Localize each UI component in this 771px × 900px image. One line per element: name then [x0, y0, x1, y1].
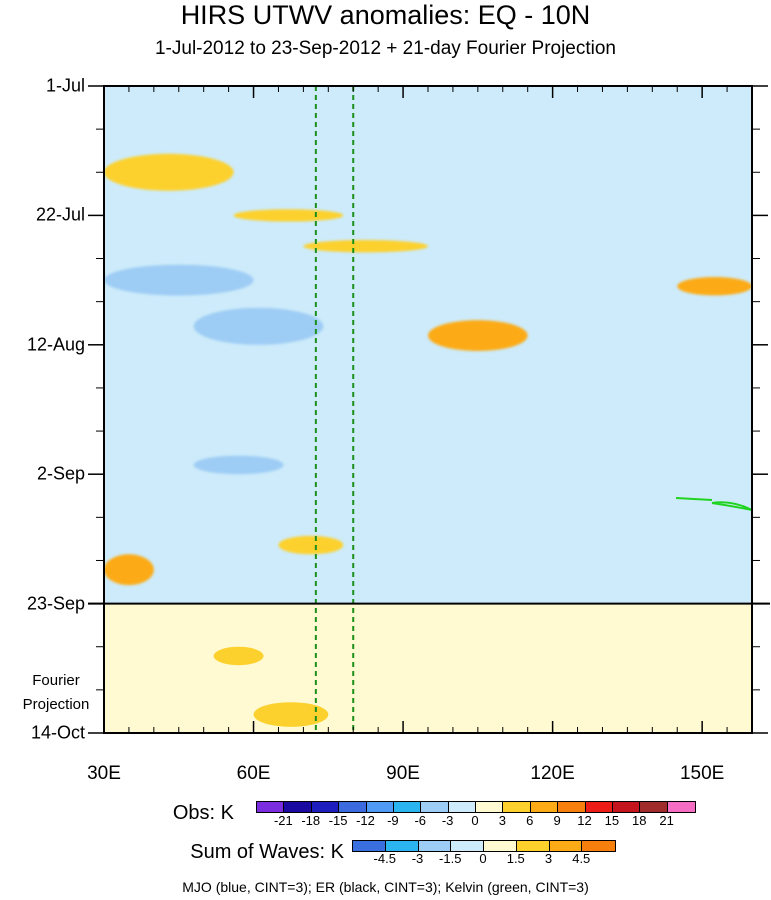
colorbar-tick-label: 0 — [479, 851, 487, 866]
projection-region — [104, 603, 752, 733]
colorbar-swatch — [339, 802, 367, 812]
chart-subtitle: 1-Jul-2012 to 23-Sep-2012 + 21-day Fouri… — [154, 38, 617, 59]
colorbar-tick-label: 12 — [577, 813, 592, 828]
colorbar-tick-label: -3 — [441, 813, 454, 828]
y-tick-label: 12-Aug — [26, 334, 85, 355]
colorbar-tick-label: -1.5 — [439, 851, 462, 866]
positive-anomaly — [104, 554, 154, 586]
projection-anomaly — [253, 702, 329, 727]
colorbar-swatch — [503, 802, 531, 812]
obs-legend-label: Obs: K — [172, 802, 234, 824]
y-tick-label: 23-Sep — [26, 593, 85, 614]
colorbar-swatch — [558, 802, 586, 812]
y-tick-label: 2-Sep — [36, 463, 85, 484]
positive-anomaly — [233, 209, 344, 222]
obs-colorbar — [256, 801, 696, 813]
colorbar-tick-label: -9 — [387, 813, 399, 828]
negative-anomaly — [193, 307, 324, 345]
colorbar-tick-label: 1.5 — [506, 851, 525, 866]
colorbar-swatch — [311, 802, 340, 812]
fourier-projection-label: Fourier Projection — [22, 672, 90, 713]
colorbar-tick-label: -4.5 — [373, 851, 396, 866]
kelvin-contour — [675, 497, 713, 501]
positive-anomaly — [278, 535, 344, 555]
positive-anomaly — [104, 153, 234, 191]
kelvin-contour — [711, 501, 752, 511]
colorbar-swatch — [476, 802, 504, 812]
projection-anomaly — [213, 646, 264, 666]
colorbar-swatch — [284, 802, 312, 812]
colorbar-tick-label: -6 — [414, 813, 427, 828]
colorbar-swatch — [667, 802, 695, 812]
colorbar-swatch — [421, 802, 449, 812]
colorbar-swatch — [640, 802, 668, 812]
colorbar-tick-label: 15 — [604, 813, 620, 828]
colorbar-tick-label: -12 — [356, 813, 375, 828]
colorbar-tick-label: -18 — [301, 813, 321, 828]
x-tick-label: 150E — [679, 763, 725, 784]
waves-colorbar — [352, 840, 616, 852]
colorbar-swatch — [484, 841, 517, 851]
colorbar-swatch — [451, 841, 484, 851]
chart-title: HIRS UTWV anomalies: EQ - 10N — [180, 0, 591, 30]
colorbar-swatch — [516, 841, 550, 851]
colorbar-swatch — [549, 841, 583, 851]
colorbar-tick-label: 3 — [544, 851, 553, 866]
negative-anomaly — [193, 455, 284, 475]
positive-anomaly — [677, 277, 752, 296]
positive-anomaly — [303, 240, 429, 253]
waves-legend-label: Sum of Waves: K — [190, 841, 344, 863]
colorbar-tick-label: 9 — [553, 813, 561, 828]
x-tick-label: 90E — [386, 763, 420, 784]
y-tick-label: 22-Jul — [35, 204, 85, 225]
colorbar-swatch — [257, 802, 285, 812]
colorbar-tick-label: 3 — [498, 813, 506, 828]
y-tick-label: 14-Oct — [30, 722, 85, 743]
colorbar-tick-label: 6 — [526, 813, 534, 828]
colorbar-swatch — [353, 841, 386, 851]
colorbar-tick-label: -15 — [328, 813, 348, 828]
colorbar-swatch — [585, 802, 613, 812]
colorbar-swatch — [612, 802, 641, 812]
colorbar-tick-label: 18 — [632, 813, 647, 828]
colorbar-swatch — [582, 841, 615, 851]
colorbar-tick-label: -21 — [273, 813, 293, 828]
colorbar-swatch — [448, 802, 476, 812]
colorbar-tick-label: -3 — [411, 851, 424, 866]
colorbar-swatch — [418, 841, 452, 851]
colorbar-swatch — [393, 802, 422, 812]
x-tick-label: 60E — [236, 763, 271, 784]
x-tick-label: 30E — [87, 763, 121, 784]
y-tick-label: 1-Jul — [45, 75, 85, 96]
colorbar-swatch — [530, 802, 559, 812]
positive-anomaly — [428, 320, 528, 351]
colorbar-tick-label: 0 — [471, 813, 479, 828]
colorbar-swatch — [366, 802, 394, 812]
footnote: MJO (blue, CINT=3); ER (black, CINT=3); … — [182, 879, 589, 895]
x-tick-label: 120E — [530, 763, 575, 784]
colorbar-swatch — [385, 841, 419, 851]
negative-anomaly — [104, 264, 254, 296]
colorbar-tick-label: 4.5 — [572, 851, 591, 866]
colorbar-tick-label: 21 — [659, 813, 674, 828]
